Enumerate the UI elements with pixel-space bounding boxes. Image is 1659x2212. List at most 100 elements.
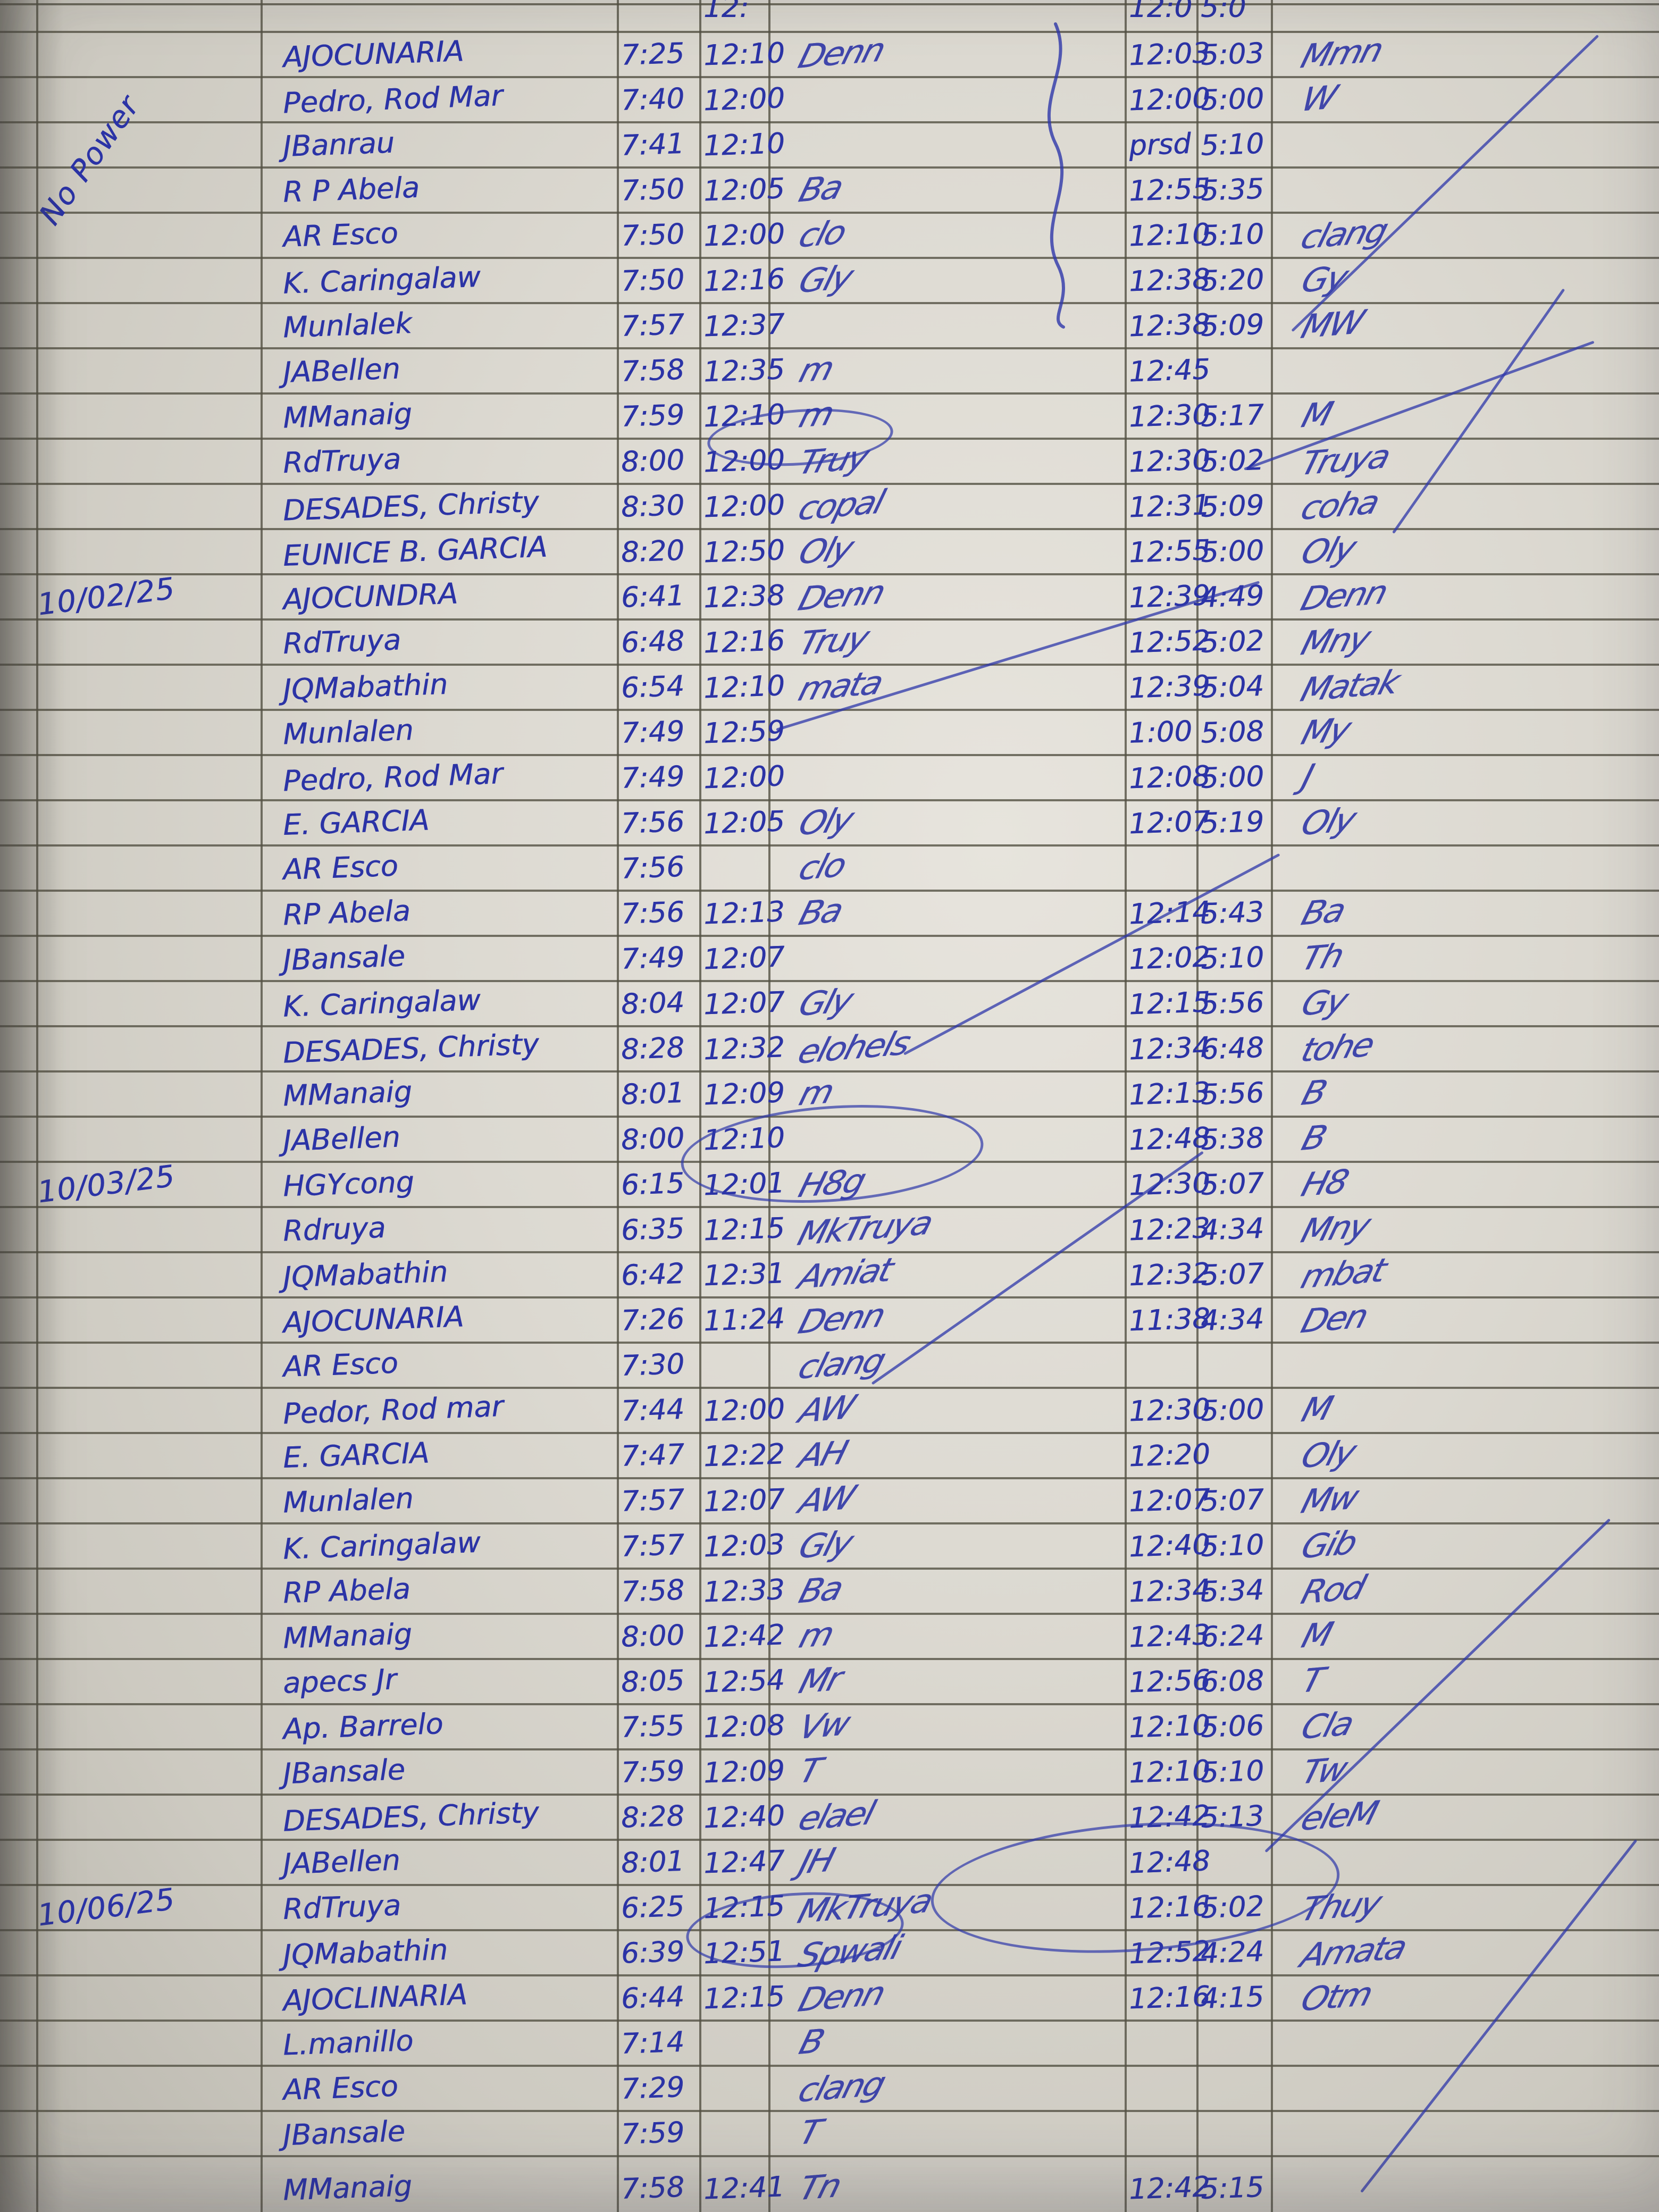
noon-out-cell: 12:	[699, 0, 768, 38]
noon-out-cell: 12:31	[699, 1257, 785, 1292]
pm-out-cell: 5:03	[1196, 37, 1271, 72]
pm-out-cell: 5:38	[1196, 1121, 1271, 1157]
date-cell	[37, 1586, 261, 1596]
pm-in-cell: 12:39	[1125, 579, 1211, 614]
am-in-cell-text: 7:55	[620, 1709, 685, 1744]
pm-out-cell	[1196, 1451, 1271, 1461]
table-row: EUNICE B. GARCIA 8:20 12:50 Oly 12:55 5:00 Oly	[0, 529, 1659, 575]
pm-out-cell: 5:07	[1196, 1484, 1271, 1518]
name-cell-text: RP Abela	[282, 1572, 411, 1610]
pm-out-cell	[1196, 2129, 1271, 2139]
am-in-cell: 7:55	[617, 1709, 699, 1744]
am-signature: Gly	[768, 981, 1125, 1024]
name-cell-text: DESADES, Christy	[282, 484, 540, 527]
pm-in-cell: 12:30	[1125, 398, 1211, 433]
name-cell: MManaig	[261, 2169, 617, 2207]
noon-out-cell	[699, 2083, 768, 2093]
noon-out-cell	[699, 1360, 768, 1370]
am-in-cell: 6:42	[617, 1258, 699, 1292]
pm-out-cell: 5:0	[1196, 0, 1271, 38]
am-in-cell: 8:00	[617, 444, 699, 479]
name-cell: DESADES, Christy	[261, 1796, 617, 1838]
pm-out-cell-text: 5:38	[1200, 1121, 1265, 1157]
name-cell-text: DESADES, Christy	[282, 1027, 540, 1070]
pm-signature-text: tohe	[1297, 1025, 1378, 1070]
pm-out-cell: 5:07	[1196, 1167, 1271, 1202]
am-in-cell: 6:41	[617, 580, 699, 614]
am-in-cell: 7:56	[617, 851, 699, 885]
name-cell: RP Abela	[261, 894, 617, 932]
noon-out-cell: 12:10	[699, 37, 785, 72]
pm-in-cell: 12:34	[1125, 1573, 1211, 1608]
am-signature-text: Gly	[794, 1523, 857, 1566]
name-cell: K. Caringalaw	[261, 260, 617, 300]
am-in-cell: 8:28	[617, 1800, 699, 1834]
pm-signature: T	[1271, 1660, 1659, 1701]
am-in-cell: 7:59	[617, 399, 699, 433]
am-in-cell: 7:25	[617, 37, 699, 72]
table-row: MManaig 8:00 12:42 m 12:43 6:24 M	[0, 1614, 1659, 1660]
pm-in-cell: 12:0	[1125, 0, 1196, 38]
name-cell-text: JQMabathin	[282, 667, 449, 707]
pm-out-cell-text: 5:0	[1201, 0, 1246, 24]
name-cell-text: MManaig	[282, 1075, 413, 1113]
am-in-cell: 8:28	[617, 1032, 699, 1066]
am-in-cell-text: 7:49	[620, 715, 685, 750]
pm-signature-text: mbat	[1296, 1250, 1390, 1296]
pm-signature-text: My	[1297, 709, 1354, 752]
pm-out-cell: 5:10	[1196, 128, 1271, 162]
pm-in-cell: prsd	[1125, 128, 1196, 162]
pm-in-cell: 12:38	[1125, 308, 1211, 343]
noon-out-cell: 12:35	[699, 353, 785, 388]
name-cell-text: RdTruya	[282, 442, 402, 480]
noon-out-cell: 12:47	[699, 1845, 785, 1880]
pm-signature: clang	[1271, 211, 1659, 257]
pm-in-cell: 12:15	[1125, 986, 1211, 1021]
am-signature-text	[768, 779, 801, 782]
am-in-cell-text: 6:48	[620, 624, 685, 659]
pm-in-cell	[1125, 2129, 1196, 2139]
pm-out-cell: 5:06	[1196, 1710, 1271, 1744]
table-row: JBansale 7:59 12:09 T 12:10 5:10 Tw	[0, 1749, 1659, 1796]
pm-out-cell-text: 5:10	[1200, 217, 1265, 253]
am-in-cell: 6:25	[617, 1890, 699, 1925]
name-cell-text: JABellen	[282, 1120, 401, 1158]
pm-in-cell-text: 12:0	[1129, 0, 1193, 24]
pm-signature-text: Oly	[1297, 1432, 1359, 1476]
pm-signature: Th	[1271, 936, 1659, 978]
am-in-cell: 6:54	[617, 670, 699, 705]
am-signature: copal	[768, 482, 1125, 528]
am-in-cell-text: 7:56	[620, 805, 685, 840]
am-signature-text: Gly	[794, 981, 857, 1024]
name-cell-text: K. Caringalaw	[282, 259, 481, 300]
pm-in-cell: 12:43	[1125, 1619, 1211, 1654]
pm-in-cell: 12:55	[1125, 172, 1211, 207]
am-signature: Oly	[768, 529, 1125, 572]
date-cell	[37, 773, 261, 783]
pm-signature-text: Denn	[1296, 572, 1391, 618]
pm-signature-text: Mw	[1297, 1478, 1362, 1521]
am-in-cell-text: 7:14	[620, 2025, 685, 2060]
name-cell: Pedro, Rod Mar	[261, 79, 617, 120]
date-cell	[37, 818, 261, 828]
noon-out-cell: 12:15	[699, 1980, 785, 2015]
pm-signature-text: Cla	[1297, 1704, 1357, 1747]
pm-signature-text: J	[1297, 756, 1317, 796]
name-cell-text: AJOCUNDRA	[282, 576, 459, 616]
date-cell	[37, 1044, 261, 1054]
am-signature: Ba	[768, 891, 1125, 933]
name-cell-text: K. Caringalaw	[282, 983, 481, 1024]
table-row: JBansale 7:59 T	[0, 2112, 1659, 2157]
noon-out-cell: 12:16	[699, 263, 785, 298]
am-in-cell: 7:26	[617, 1303, 699, 1337]
name-cell-text: MManaig	[282, 397, 413, 435]
name-cell-text: Munlalen	[282, 713, 414, 751]
pm-signature-text: coha	[1296, 482, 1383, 528]
pm-in-cell	[1125, 1360, 1196, 1370]
am-in-cell: 7:57	[617, 1528, 699, 1563]
am-signature	[768, 727, 1125, 738]
noon-out-cell: 12:59	[699, 715, 785, 750]
am-in-cell-text: 7:57	[620, 1528, 685, 1563]
